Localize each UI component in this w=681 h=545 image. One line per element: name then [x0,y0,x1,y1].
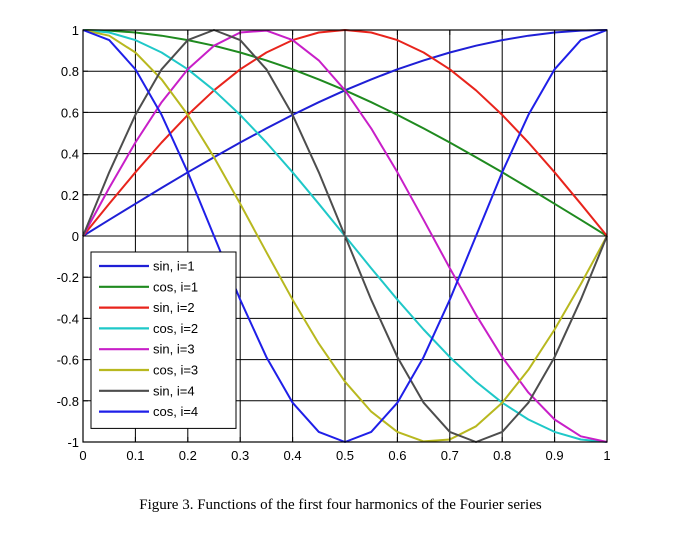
x-tick-label: 0.2 [179,448,197,463]
x-tick-label: 0 [79,448,86,463]
y-tick-label: 0.4 [61,147,79,162]
legend-label: cos, i=3 [153,363,198,378]
x-tick-label: 0.1 [126,448,144,463]
x-tick-label: 0.6 [388,448,406,463]
y-tick-label: -0.2 [57,270,79,285]
y-tick-label: 1 [72,23,79,38]
x-tick-label: 0.9 [546,448,564,463]
y-tick-label: -0.6 [57,353,79,368]
legend-label: sin, i=3 [153,342,195,357]
y-tick-label: 0 [72,229,79,244]
x-tick-label: 0.5 [336,448,354,463]
x-tick-label: 1 [603,448,610,463]
figure-caption: Figure 3. Functions of the first four ha… [139,497,542,513]
legend-box [90,251,237,429]
legend-label: sin, i=1 [153,259,195,274]
legend-label: cos, i=4 [153,404,198,419]
x-tick-label: 0.4 [284,448,302,463]
legend-label: cos, i=2 [153,321,198,336]
y-tick-label: -1 [67,435,79,450]
y-tick-label: -0.8 [57,394,79,409]
series-line-6 [82,29,608,443]
series-line-7 [82,29,608,443]
axis-ticks: 0 0.1 0.2 0.3 0.4 0.5 0.6 0.7 0.8 0.9 1 1 0.8 0.6 0.4 0… [57,23,611,463]
legend: sin, i=1 cos, i=1 sin, i=2 cos, i=2 sin, i=3… [90,251,237,429]
x-tick-label: 0.7 [441,448,459,463]
x-tick-label: 0.8 [493,448,511,463]
chart-svg: 0 0.1 0.2 0.3 0.4 0.5 0.6 0.7 0.8 0.9 1 1 0.8 0.6 0.4 0… [57,23,611,463]
y-tick-label: 0.8 [61,64,79,79]
legend-label: sin, i=4 [153,383,195,398]
x-tick-label: 0.3 [231,448,249,463]
y-tick-label: 0.2 [61,188,79,203]
y-tick-label: -0.4 [57,311,79,326]
y-tick-label: 0.6 [61,105,79,120]
legend-label: cos, i=1 [153,279,198,294]
legend-label: sin, i=2 [153,300,195,315]
